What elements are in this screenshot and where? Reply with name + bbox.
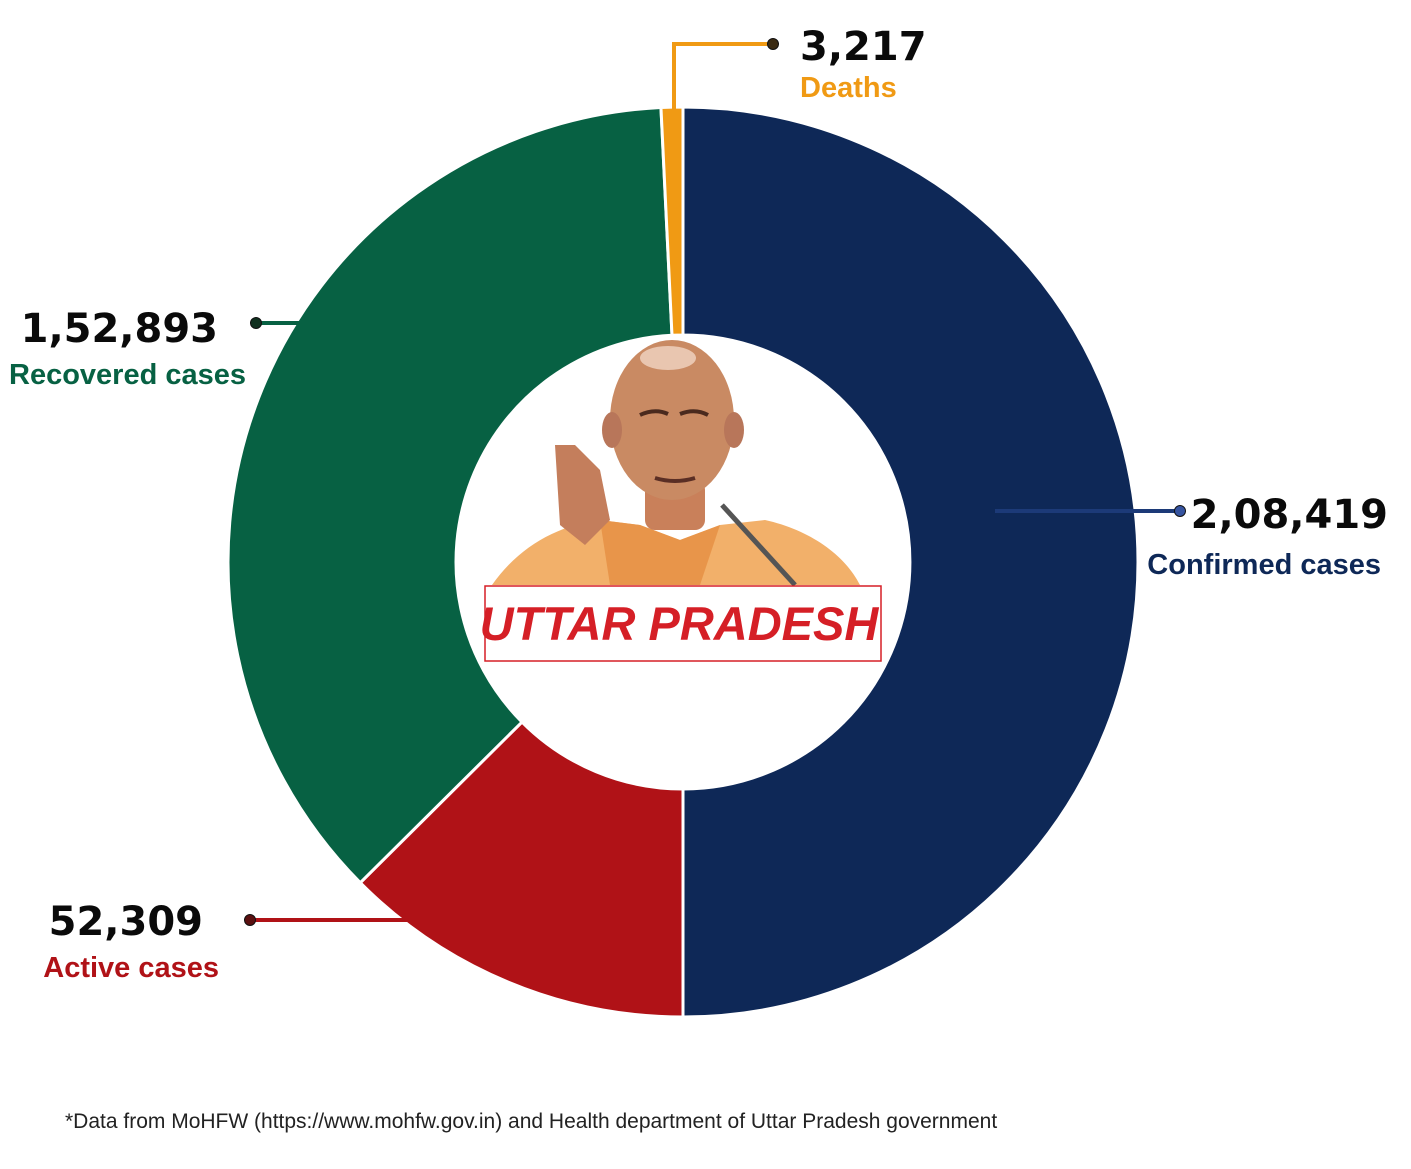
value-label-confirmed: 2,08,419: [1191, 492, 1388, 538]
portrait-robe-shade: [600, 520, 720, 585]
category-label-confirmed: Confirmed cases: [1147, 549, 1381, 581]
leader-line-deaths: [672, 42, 773, 192]
value-label-recovered: 1,52,893: [21, 306, 218, 352]
slice-deaths: [659, 105, 685, 337]
category-label-active: Active cases: [43, 952, 219, 984]
donut-slices: [226, 105, 1140, 1019]
leader-dot-confirmed: [1174, 505, 1186, 517]
leader-lines: [244, 38, 1186, 926]
portrait-head: [610, 340, 734, 500]
portrait-mouth: [654, 476, 696, 483]
center-portrait: [492, 340, 860, 587]
slice-active: [358, 719, 685, 1019]
portrait-ear-left: [602, 412, 622, 448]
leader-dot-recovered: [250, 317, 262, 329]
label-deaths: 3,217 Deaths: [800, 24, 927, 104]
leader-dot-active: [244, 914, 256, 926]
value-label-deaths: 3,217: [800, 24, 927, 70]
label-active: 52,309 Active cases: [43, 899, 219, 984]
portrait-head-shine: [640, 346, 696, 370]
microphone: [720, 503, 797, 587]
label-recovered: 1,52,893 Recovered cases: [9, 306, 246, 391]
portrait-hand: [555, 445, 610, 545]
center-label-box: [484, 585, 882, 662]
center-label: UTTAR PRADESH: [480, 597, 880, 650]
value-label-active: 52,309: [49, 899, 203, 945]
portrait-brow: [639, 409, 709, 417]
portrait-ear-right: [724, 412, 744, 448]
category-label-recovered: Recovered cases: [9, 359, 246, 391]
category-label-deaths: Deaths: [800, 72, 897, 104]
slice-recovered: [226, 105, 674, 885]
leader-dot-deaths: [767, 38, 779, 50]
slice-confirmed: [681, 105, 1140, 1019]
footnote: *Data from MoHFW (https://www.mohfw.gov.…: [65, 1110, 998, 1133]
label-confirmed: 2,08,419 Confirmed cases: [1147, 492, 1388, 581]
